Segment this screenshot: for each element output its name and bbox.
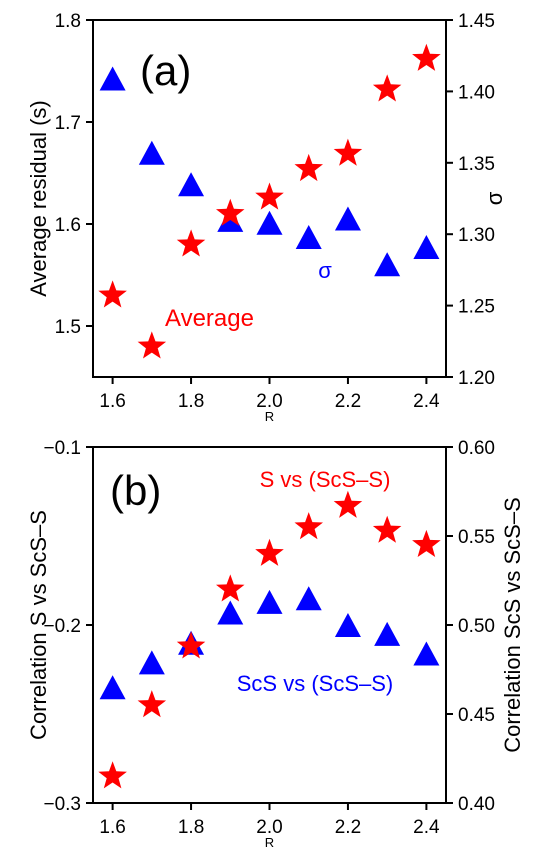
- y-left-tick-label: −0.1: [43, 438, 81, 459]
- y-right-tick-label: 0.60: [458, 438, 495, 459]
- x-tick-label: 2.0: [256, 817, 282, 838]
- star-marker: [98, 280, 127, 308]
- star-marker: [255, 538, 284, 566]
- y-right-tick-label: 0.55: [458, 527, 495, 548]
- y-left-tick-label: 1.5: [55, 317, 81, 338]
- star-marker: [333, 490, 363, 518]
- star-marker: [372, 74, 402, 102]
- star-marker: [294, 512, 323, 540]
- y-right-tick-label: 0.45: [458, 705, 495, 726]
- triangle-marker: [374, 252, 401, 277]
- triangle-marker: [256, 210, 283, 235]
- star-marker: [216, 198, 245, 226]
- triangle-marker: [178, 172, 205, 197]
- y-left-tick-label: −0.2: [43, 616, 81, 637]
- x-axis-label: R: [265, 835, 274, 850]
- triangle-marker: [99, 66, 126, 91]
- y-right-axis-label: Correlation ScS vs ScS–S: [500, 497, 525, 753]
- x-tick-label: 2.4: [413, 391, 440, 412]
- y-right-tick-label: 1.25: [458, 297, 495, 318]
- x-tick-label: 1.8: [178, 391, 204, 412]
- series-annotation: σ: [318, 258, 332, 283]
- x-axis-label: R: [265, 409, 274, 424]
- triangle-marker: [295, 225, 322, 250]
- y-right-tick-label: 1.35: [458, 154, 495, 175]
- y-right-tick-label: 0.40: [458, 794, 495, 815]
- triangle-marker: [413, 641, 440, 666]
- series-annotation: ScS vs (ScS–S): [237, 671, 393, 696]
- triangle-marker: [256, 589, 283, 614]
- star-marker: [255, 182, 284, 210]
- triangle-marker: [99, 675, 126, 700]
- star-marker: [294, 153, 323, 182]
- star-marker: [176, 229, 206, 257]
- x-tick-label: 2.2: [335, 817, 361, 838]
- star-marker: [412, 529, 441, 557]
- triangle-marker: [374, 621, 401, 646]
- triangle-marker: [334, 206, 361, 231]
- x-tick-label: 1.6: [99, 817, 125, 838]
- triangle-marker: [138, 140, 165, 165]
- star-marker: [412, 43, 441, 71]
- x-tick-label: 1.8: [178, 817, 204, 838]
- panel-label: (b): [110, 467, 161, 514]
- x-tick-label: 2.0: [256, 391, 282, 412]
- x-tick-label: 2.4: [413, 817, 440, 838]
- star-marker: [137, 331, 167, 359]
- star-marker: [372, 515, 402, 543]
- y-left-tick-label: 1.6: [55, 215, 81, 236]
- y-left-axis-label: Correlation S vs ScS–S: [26, 510, 51, 740]
- y-left-axis-label: Average residual (s): [26, 100, 51, 296]
- y-left-tick-label: −0.3: [43, 794, 81, 815]
- panel-label: (a): [140, 47, 191, 94]
- y-right-tick-label: 1.40: [458, 82, 495, 103]
- y-left-tick-label: 1.7: [55, 113, 81, 134]
- star-marker: [216, 574, 245, 602]
- triangle-marker: [334, 613, 361, 637]
- y-right-tick-label: 0.50: [458, 616, 495, 637]
- y-right-tick-label: 1.20: [458, 368, 495, 389]
- x-tick-label: 1.6: [99, 391, 125, 412]
- y-right-tick-label: 1.30: [458, 225, 495, 246]
- star-marker: [176, 631, 206, 659]
- star-marker: [98, 761, 127, 789]
- triangle-marker: [295, 586, 322, 611]
- series-annotation: S vs (ScS–S): [260, 467, 391, 492]
- series-annotation: Average: [165, 305, 254, 332]
- x-tick-label: 2.2: [335, 391, 361, 412]
- triangle-marker: [138, 650, 165, 675]
- y-right-axis-label: σ: [482, 191, 507, 205]
- y-left-tick-label: 1.8: [55, 11, 81, 32]
- star-marker: [333, 138, 363, 166]
- y-right-tick-label: 1.45: [458, 11, 495, 32]
- star-marker: [137, 690, 167, 718]
- triangle-marker: [413, 235, 440, 260]
- triangle-marker: [217, 600, 244, 625]
